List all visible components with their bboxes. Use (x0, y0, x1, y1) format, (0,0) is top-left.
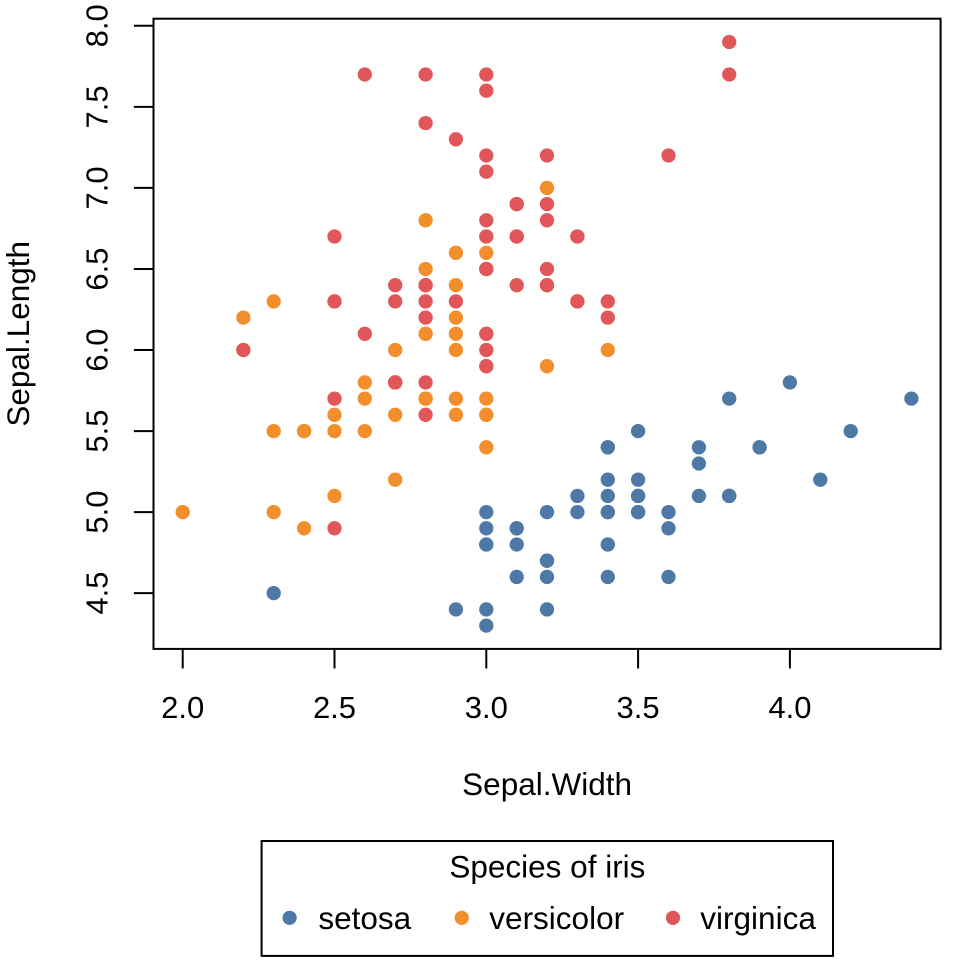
svg-text:2.5: 2.5 (313, 690, 356, 725)
svg-text:5.0: 5.0 (79, 491, 114, 534)
svg-text:8.0: 8.0 (79, 4, 114, 47)
svg-text:3.0: 3.0 (465, 690, 508, 725)
svg-text:4.5: 4.5 (79, 572, 114, 615)
svg-text:3.5: 3.5 (617, 690, 660, 725)
svg-text:versicolor: versicolor (489, 900, 624, 936)
svg-text:setosa: setosa (318, 900, 411, 936)
svg-text:4.0: 4.0 (768, 690, 811, 725)
svg-text:6.5: 6.5 (79, 247, 114, 290)
svg-text:5.5: 5.5 (79, 410, 114, 453)
svg-text:Sepal.Width: Sepal.Width (462, 766, 632, 802)
svg-text:virginica: virginica (700, 900, 816, 936)
svg-text:6.0: 6.0 (79, 328, 114, 371)
svg-text:Species of iris: Species of iris (449, 849, 645, 885)
svg-text:7.0: 7.0 (79, 166, 114, 209)
svg-text:2.0: 2.0 (161, 690, 204, 725)
svg-text:Sepal.Length: Sepal.Length (0, 241, 36, 427)
svg-text:7.5: 7.5 (79, 85, 114, 128)
